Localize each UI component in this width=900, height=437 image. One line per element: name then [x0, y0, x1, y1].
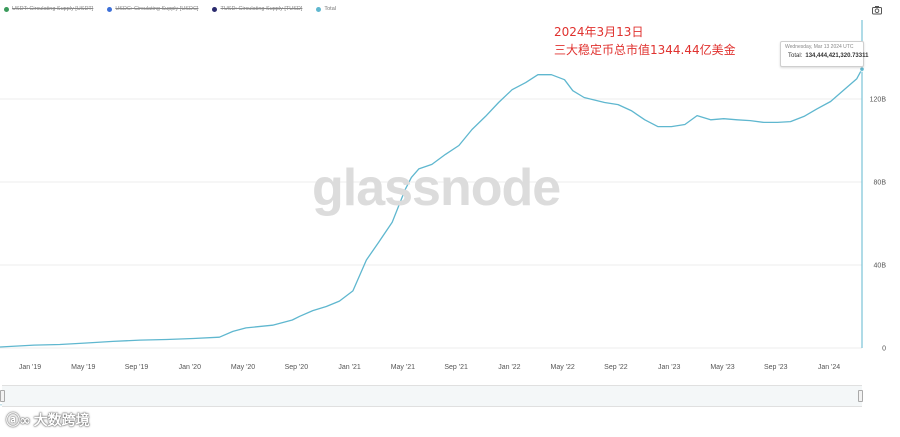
series-lines	[0, 66, 865, 348]
legend-tusd-swatch	[212, 6, 218, 12]
x-tick-label: May '22	[551, 364, 575, 371]
y-tick-label: 40B	[874, 263, 887, 270]
tooltip-row: Total: 134,444,421,320.73311	[785, 53, 868, 59]
x-tick-label: May '20	[231, 364, 255, 371]
y-tick-label: 120B	[870, 97, 887, 104]
x-tick-label: Jan '21	[338, 364, 360, 371]
grid-lines	[0, 20, 863, 349]
tooltip-date: Wednesday, Mar 13 2024 UTC	[785, 44, 854, 50]
tooltip: Wednesday, Mar 13 2024 UTC Total: 134,44…	[780, 41, 868, 67]
brand-mark-icon: ⓐ∞	[6, 413, 31, 429]
legend-item-usdc[interactable]: USDC: Circulating Supply [USDC]	[107, 6, 198, 12]
annotation: 2024年3月13日 三大稳定币总市值1344.44亿美金	[554, 23, 736, 59]
annotation-date: 2024年3月13日	[554, 25, 644, 39]
y-tick-label: 80B	[874, 180, 887, 187]
x-tick-label: Jan '20	[179, 364, 201, 371]
x-tick-label: May '21	[391, 364, 415, 371]
hover-point	[859, 66, 865, 72]
legend: USDT: Circulating Supply [USDT] USDC: Ci…	[4, 3, 336, 15]
navigator[interactable]	[2, 385, 862, 407]
legend-usdc-label: USDC: Circulating Supply [USDC]	[115, 6, 199, 12]
y-tick-label: 0	[882, 346, 886, 353]
brand-logo: ⓐ∞ 大数跨境	[6, 410, 90, 430]
x-axis-ticks: Jan '19 May '19 Sep '19 Jan '20 May '20 Sep '…	[19, 364, 840, 371]
x-tick-label: Sep '20	[285, 364, 309, 371]
legend-usdt-swatch	[4, 6, 9, 12]
navigator-right-handle[interactable]	[858, 390, 863, 402]
x-tick-label: May '19	[71, 364, 95, 371]
legend-usdc-swatch	[107, 6, 113, 12]
legend-total-swatch	[316, 6, 322, 12]
series-line-total	[0, 68, 863, 348]
legend-item-usdt[interactable]: USDT: Circulating Supply [USDT]	[4, 6, 93, 12]
glassnode-watermark: glassnode	[312, 159, 561, 217]
camera-icon[interactable]	[872, 5, 882, 15]
x-tick-label: Sep '19	[125, 364, 149, 371]
x-tick-label: Jan '24	[818, 364, 840, 371]
x-tick-label: Jan '22	[498, 364, 520, 371]
annotation-text: 三大稳定币总市值1344.44亿美金	[554, 43, 736, 57]
x-tick-label: Sep '21	[444, 364, 468, 371]
legend-total-label: Total	[324, 6, 336, 12]
legend-item-total[interactable]: Total	[316, 6, 336, 12]
legend-usdt-label: USDT: Circulating Supply [USDT]	[12, 6, 94, 12]
brand-name: 大数跨境	[33, 413, 90, 429]
x-tick-label: May '23	[710, 364, 734, 371]
y-axis-ticks: 0 40B 80B 120B	[870, 97, 887, 353]
x-tick-label: Sep '23	[764, 364, 788, 371]
x-tick-label: Sep '22	[604, 364, 628, 371]
tooltip-value: 134,444,421,320.73311	[805, 53, 869, 59]
legend-tusd-label: TUSD: Circulating Supply [TUSD]	[220, 6, 303, 12]
tooltip-series-label: Total:	[788, 53, 803, 59]
navigator-left-handle[interactable]	[0, 390, 5, 402]
legend-item-tusd[interactable]: TUSD: Circulating Supply [TUSD]	[212, 6, 302, 12]
x-tick-label: Jan '19	[19, 364, 41, 371]
x-tick-label: Jan '23	[658, 364, 680, 371]
